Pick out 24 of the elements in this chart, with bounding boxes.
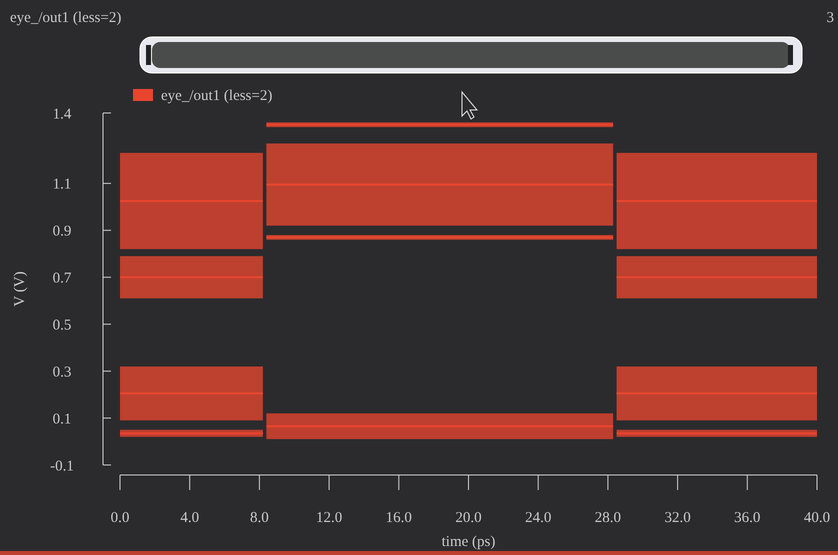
x-tick-label: 40.0 xyxy=(804,510,830,526)
x-tick-label: 28.0 xyxy=(594,510,622,526)
x-tick-label: 32.0 xyxy=(664,510,691,526)
x-tick-label: 4.0 xyxy=(180,510,200,526)
x-tick-label: 8.0 xyxy=(250,510,269,526)
y-tick-label: 0.9 xyxy=(52,224,72,240)
text: 3 xyxy=(826,10,834,26)
x-tick-label: 12.0 xyxy=(316,510,342,526)
y-tick-label: 0.3 xyxy=(52,364,72,380)
x-tick-label: 0.0 xyxy=(110,510,130,526)
y-tick-label: 0.1 xyxy=(52,411,72,428)
y-tick-label: 1.1 xyxy=(52,176,72,193)
y-tick-label: 0.5 xyxy=(52,317,72,334)
y-axis-title: V (V) xyxy=(12,271,28,307)
y-tick-label: -0.1 xyxy=(50,458,74,474)
chart-title: eye_/out1 (less=2) xyxy=(10,10,122,26)
x-axis-title: time (ps) xyxy=(442,534,496,550)
x-tick-label: 20.0 xyxy=(455,510,482,526)
x-tick-label: 16.0 xyxy=(386,510,412,526)
x-tick-label: 36.0 xyxy=(734,510,760,526)
y-tick-label: 1.4 xyxy=(52,106,72,122)
y-tick-label: 0.7 xyxy=(52,270,72,287)
legend-label: eye_/out1 (less=2) xyxy=(161,88,272,104)
x-tick-label: 24.0 xyxy=(525,510,552,526)
